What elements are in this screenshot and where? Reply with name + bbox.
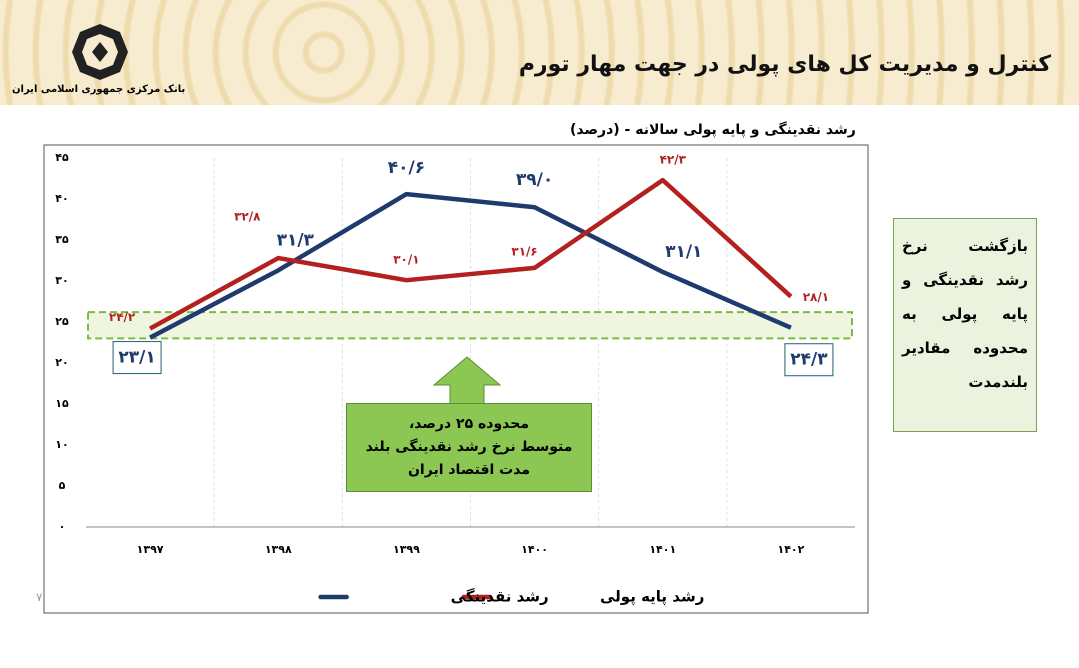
y-tick-label: ۴۰ (55, 192, 68, 205)
reference-band (87, 311, 853, 340)
y-tick-label: ۴۵ (55, 151, 69, 164)
y-tick-label: ۰ (59, 520, 66, 533)
series-line (149, 191, 792, 340)
chart-frame (43, 144, 869, 614)
logo-text: بانک مرکزی جمهوری اسلامی ایران (12, 84, 186, 95)
logo (72, 24, 128, 80)
page-number: ۷ (36, 590, 43, 604)
x-tick-label: ۱۴۰۰ (521, 543, 548, 556)
y-tick-label: ۳۰ (55, 274, 68, 287)
side-note: بازگشت نرخ رشد نقدینگی و پایه پولی به محدود… (893, 218, 1037, 432)
annotation-box: محدوده ۲۵ درصد، متوسط نرخ رشد نقدینگی بلن… (346, 403, 592, 492)
side-note-line: بلندمدت (968, 373, 1028, 391)
data-label: ۳۱/۶ (511, 244, 537, 258)
data-label: ۳۱/۳ (277, 230, 315, 250)
legend-label: رشد پایه پولی (600, 588, 704, 607)
annotation-line: متوسط نرخ رشد نقدینگی بلند (365, 439, 573, 455)
data-label: ۳۲/۸ (234, 210, 261, 224)
side-note-line: پایه پولی به (902, 305, 1028, 323)
y-tick-label: ۲۰ (55, 356, 68, 369)
x-tick-label: ۱۴۰۱ (649, 543, 676, 556)
annotation-line: محدوده ۲۵ درصد، (408, 416, 530, 432)
data-label: ۴۲/۳ (660, 153, 687, 167)
data-label: ۳۱/۱ (665, 242, 702, 262)
y-tick-label: ۳۵ (55, 233, 69, 246)
legend-label: رشد نقدینگی (451, 588, 549, 606)
series-line (148, 177, 793, 331)
side-note-line: رشد نقدینگی و (902, 271, 1028, 289)
annotation-line: مدت اقتصاد ایران (407, 462, 530, 478)
side-note-line: محدوده مقادیر (902, 339, 1028, 357)
y-tick-label: ۵ (59, 479, 66, 492)
label-box (784, 343, 834, 377)
y-tick-label: ۲۵ (55, 315, 69, 328)
x-tick-label: ۱۳۹۸ (265, 543, 292, 556)
data-label: ۲۳/۱ (118, 348, 155, 368)
chart-title: رشد نقدینگی و پایه پولی سالانه - (درصد) (570, 121, 856, 138)
label-box (112, 341, 162, 375)
data-label: ۲۴/۳ (790, 350, 828, 370)
data-label: ۲۴/۲ (109, 310, 136, 324)
y-tick-label: ۱۵ (55, 397, 69, 410)
x-tick-label: ۱۴۰۲ (777, 543, 804, 556)
data-label: ۳۹/۰ (516, 170, 553, 190)
x-tick-label: ۱۳۹۷ (137, 543, 164, 556)
x-tick-label: ۱۳۹۹ (393, 543, 420, 556)
data-label: ۳۰/۱ (393, 253, 419, 267)
side-note-line: بازگشت نرخ (902, 237, 1028, 255)
y-tick-label: ۱۰ (55, 438, 68, 451)
header: بانک مرکزی جمهوری اسلامی ایران کنترل و م… (0, 0, 1079, 105)
header-title: کنترل و مدیریت کل های پولی در جهت مهار ت… (518, 52, 1051, 77)
annotation-arrow (432, 356, 502, 405)
data-label: ۴۰/۶ (388, 158, 425, 178)
data-label: ۲۸/۱ (803, 290, 829, 304)
